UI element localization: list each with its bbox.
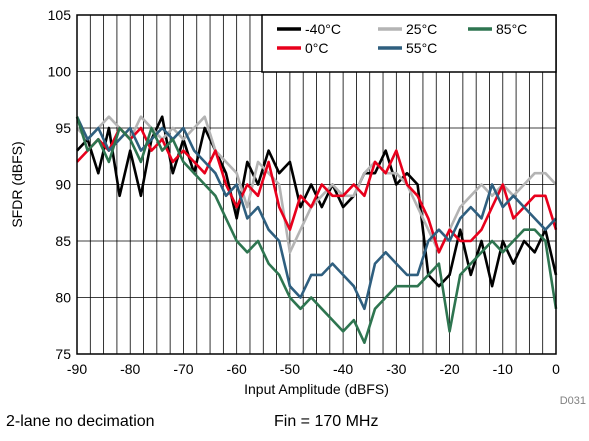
x-tick-label: 0 (552, 361, 560, 377)
x-tick-label: -20 (439, 361, 459, 377)
series-line-55c (75, 116, 557, 311)
x-axis-label: Input Amplitude (dBFS) (244, 381, 389, 397)
y-tick-label: 85 (55, 233, 71, 249)
x-tick-label: -30 (386, 361, 406, 377)
series-layer (75, 115, 558, 345)
x-tick-labels: -90 -80 -70 -60 -50 -40 -30 -20 -10 0 (67, 361, 560, 377)
y-axis-label: SFDR (dBFS) (9, 141, 25, 227)
series-line-0c (76, 126, 558, 254)
y-tick-labels: 75 80 85 90 95 100 105 (48, 7, 72, 362)
y-tick-label: 100 (48, 64, 72, 80)
legend-label: 85°C (496, 21, 527, 37)
legend-label: 0°C (305, 40, 329, 56)
y-tick-label: 75 (55, 346, 71, 362)
legend: -40°C 25°C 85°C 0°C 55°C (261, 14, 557, 73)
legend-label: 55°C (406, 40, 437, 56)
x-tick-label: -70 (173, 361, 193, 377)
sfdr-chart: -90 -80 -70 -60 -50 -40 -30 -20 -10 0 75 80 85 90 95 1… (9, 7, 586, 405)
y-tick-label: 90 (55, 177, 71, 193)
legend-label: -40°C (305, 21, 341, 37)
x-tick-label: -60 (227, 361, 247, 377)
x-tick-label: -50 (280, 361, 300, 377)
series-line-85c (75, 116, 558, 345)
caption-input-frequency: Fin = 170 MHz (274, 413, 379, 430)
x-tick-label: -40 (333, 361, 353, 377)
caption-config: 2-lane no decimation (6, 413, 155, 430)
x-tick-label: -90 (67, 361, 87, 377)
legend-label: 25°C (406, 21, 437, 37)
figure-code: D031 (560, 395, 586, 405)
legend-box (261, 14, 557, 73)
y-tick-label: 105 (48, 7, 72, 23)
x-tick-label: -80 (120, 361, 140, 377)
y-tick-label: 95 (55, 120, 71, 136)
y-tick-label: 80 (55, 290, 71, 306)
x-tick-label: -10 (493, 361, 513, 377)
